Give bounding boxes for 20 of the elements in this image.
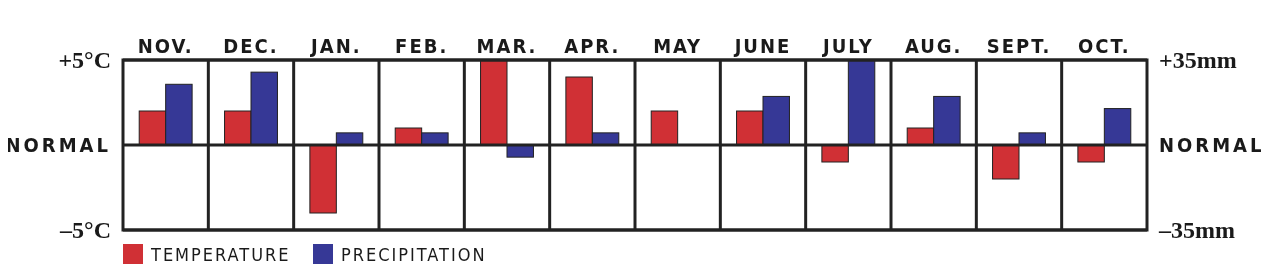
legend-label: PRECIPITATION <box>341 244 487 265</box>
x-tick-label: SEPT. <box>986 34 1052 58</box>
x-tick-label: MAR. <box>476 34 538 58</box>
x-tick-label: AUG. <box>904 34 963 58</box>
x-tick-label: DEC. <box>223 34 279 58</box>
legend-label: TEMPERATURE <box>150 244 291 265</box>
x-tick-label: APR. <box>564 34 621 58</box>
y2-tick-label: +35mm <box>1159 47 1237 74</box>
x-tick-label: JAN. <box>310 34 362 58</box>
y2-tick-label: NORMAL <box>1159 133 1265 157</box>
y2-tick-label: –35mm <box>1158 217 1235 244</box>
x-tick-label: JULY <box>821 34 874 58</box>
x-tick-label: MAY <box>653 34 703 58</box>
x-tick-label: OCT. <box>1078 34 1131 58</box>
y-tick-label: –5°C <box>59 217 111 244</box>
x-tick-label: NOV. <box>137 34 194 58</box>
x-tick-label: JUNE <box>733 34 792 58</box>
y-tick-label: NORMAL <box>5 133 111 157</box>
y-tick-label: +5°C <box>58 47 111 74</box>
x-tick-label: FEB. <box>395 34 449 58</box>
